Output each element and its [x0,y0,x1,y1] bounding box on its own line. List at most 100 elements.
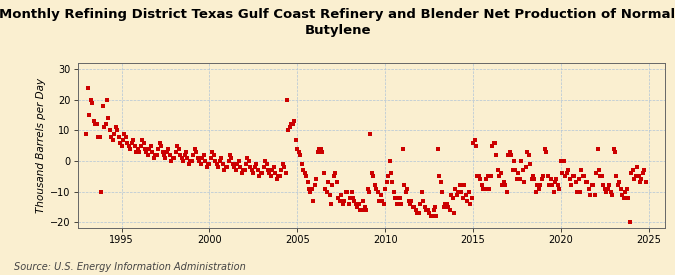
Point [410,208,421,212]
Point [317,150,327,154]
Point [444,208,455,212]
Point [495,171,506,175]
Point [544,183,555,188]
Point [419,205,430,209]
Point [453,189,464,194]
Point [628,177,639,182]
Point [369,183,380,188]
Point [270,171,281,175]
Point [283,128,294,133]
Point [146,144,157,148]
Point [378,202,389,206]
Point [271,177,282,182]
Point [178,159,188,163]
Point [562,171,572,175]
Point [216,156,227,160]
Point [592,147,603,151]
Point [157,150,168,154]
Point [408,205,418,209]
Point [92,134,103,139]
Point [481,177,491,182]
Point [276,168,287,172]
Point [556,159,566,163]
Point [514,177,525,182]
Point [519,180,530,185]
Point [547,183,558,188]
Point [88,119,99,123]
Point [91,122,102,127]
Point [343,202,354,206]
Point [97,104,108,108]
Point [491,153,502,157]
Point [569,174,580,178]
Point [355,208,366,212]
Point [346,189,357,194]
Point [130,144,140,148]
Point [165,153,176,157]
Point [607,192,618,197]
Point [324,192,335,197]
Point [90,122,101,127]
Point [539,147,550,151]
Point [244,159,254,163]
Point [298,168,308,172]
Point [435,180,446,185]
Point [506,153,516,157]
Point [281,98,292,102]
Point [185,159,196,163]
Point [452,192,462,197]
Point [339,199,350,203]
Point [184,162,194,166]
Point [124,144,134,148]
Point [622,186,632,191]
Point [226,156,237,160]
Point [196,156,207,160]
Point [371,186,382,191]
Point [604,183,615,188]
Point [191,150,202,154]
Point [563,168,574,172]
Point [526,177,537,182]
Point [134,150,144,154]
Point [416,189,427,194]
Point [438,205,449,209]
Point [256,171,267,175]
Point [585,192,595,197]
Point [112,128,123,133]
Point [311,177,322,182]
Point [504,150,515,154]
Point [163,147,174,151]
Point [626,171,637,175]
Point [159,153,169,157]
Point [512,177,522,182]
Point [618,196,629,200]
Point [494,174,505,178]
Point [242,156,253,160]
Point [449,211,460,215]
Point [573,177,584,182]
Point [313,150,323,154]
Point [460,192,471,197]
Point [308,199,319,203]
Point [433,147,443,151]
Point [381,180,392,185]
Point [140,147,151,151]
Point [109,131,119,136]
Point [475,177,486,182]
Point [402,186,412,191]
Point [295,153,306,157]
Point [81,131,92,136]
Point [189,147,200,151]
Point [598,183,609,188]
Point [206,156,217,160]
Point [201,165,212,169]
Point [424,211,435,215]
Point [331,180,342,185]
Point [524,162,535,166]
Point [400,189,411,194]
Point [456,189,466,194]
Point [425,214,436,218]
Point [279,165,290,169]
Point [605,189,616,194]
Point [176,156,187,160]
